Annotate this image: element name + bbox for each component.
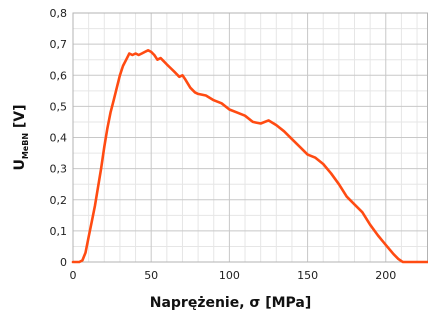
grid <box>72 12 428 263</box>
x-tick-label: 100 <box>219 269 240 282</box>
y-axis-title-main: U <box>12 159 28 170</box>
y-tick-label: 0,3 <box>50 163 68 176</box>
y-tick-label: 0,1 <box>50 225 68 238</box>
x-tick-label: 0 <box>70 269 77 282</box>
x-axis-ticks: 0 50 100 150 200 <box>70 269 397 282</box>
series-line <box>71 48 428 264</box>
y-tick-label: 0,6 <box>50 69 68 82</box>
y-tick-label: 0,8 <box>50 7 68 20</box>
x-tick-label: 200 <box>375 269 396 282</box>
x-axis-title: Naprężenie, σ [MPa] <box>150 295 312 311</box>
y-axis-title: UMeBN [V] <box>12 104 30 170</box>
y-tick-label: 0,2 <box>50 194 68 207</box>
y-axis-title-unit: [V] <box>12 104 28 133</box>
y-axis-title-subscript: MeBN <box>21 133 30 159</box>
x-tick-label: 150 <box>297 269 318 282</box>
y-tick-label: 0,4 <box>50 132 68 145</box>
y-axis-ticks: 0 0,1 0,2 0,3 0,4 0,5 0,6 0,7 0,8 <box>50 7 68 269</box>
series-group <box>71 48 428 264</box>
x-tick-label: 50 <box>144 269 158 282</box>
y-tick-label: 0,7 <box>50 38 68 51</box>
y-tick-label: 0,5 <box>50 100 68 113</box>
y-tick-label: 0 <box>60 256 67 269</box>
